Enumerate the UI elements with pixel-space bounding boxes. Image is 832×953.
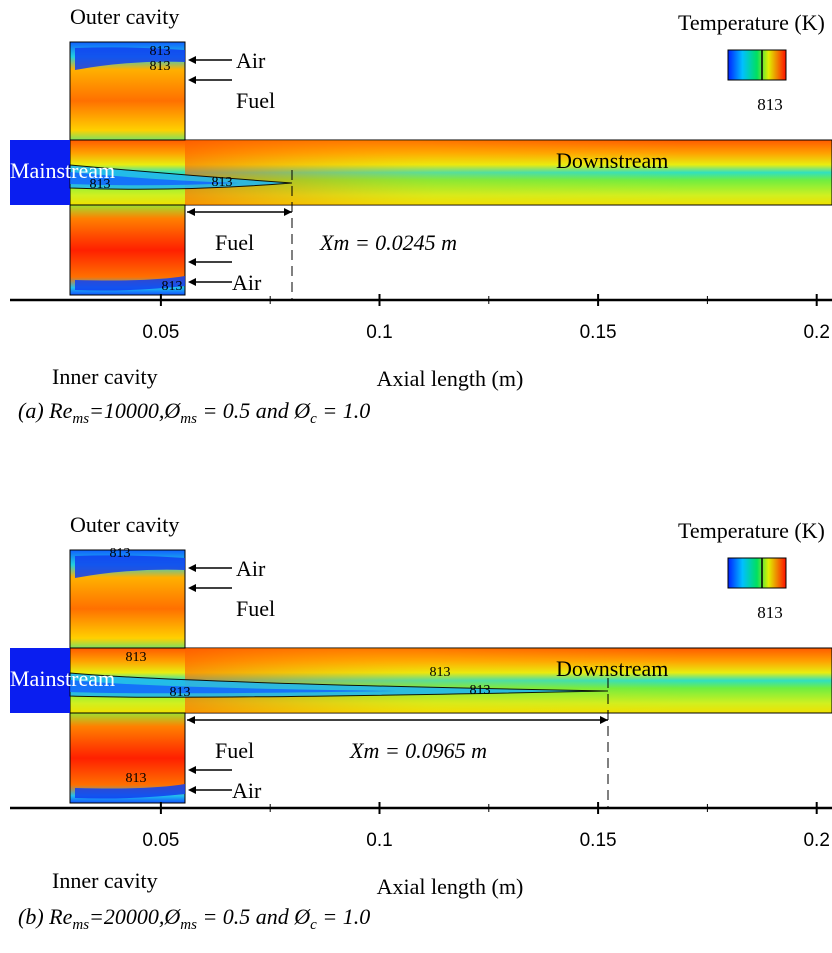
contour-label: 813 bbox=[162, 279, 183, 294]
caption-part: ms bbox=[72, 411, 89, 427]
air-bottom: Air bbox=[232, 778, 262, 803]
x-tick-label: 0.2 bbox=[803, 322, 829, 343]
caption: (a) Rems=10000,Øms = 0.5 and Øc = 1.0 bbox=[18, 398, 370, 427]
xm: Xm = 0.0965 m bbox=[349, 738, 487, 763]
legend-bar bbox=[727, 557, 787, 589]
xm: Xm = 0.0245 m bbox=[319, 230, 457, 255]
arrow-head bbox=[188, 584, 196, 592]
downstream: Downstream bbox=[556, 656, 668, 681]
caption-part: ms bbox=[72, 917, 89, 933]
contour-label: 813 bbox=[212, 175, 233, 190]
channel-shade bbox=[185, 140, 685, 205]
caption-part: =20000,Ø bbox=[89, 904, 181, 929]
legend-value: 813 bbox=[757, 603, 783, 622]
arrow-head bbox=[188, 76, 196, 84]
air-bottom: Air bbox=[232, 270, 262, 295]
cold-core bbox=[70, 680, 397, 694]
top-jet bbox=[75, 47, 185, 70]
mainstream-inlet bbox=[10, 140, 70, 205]
fuel-top: Fuel bbox=[236, 596, 275, 621]
x-tick-label: 0.2 bbox=[803, 830, 829, 851]
x-axis-label: Axial length (m) bbox=[377, 874, 524, 899]
mainstream-inlet bbox=[10, 648, 70, 713]
arrow-head bbox=[188, 786, 196, 794]
channel-shade bbox=[185, 648, 685, 713]
legend-bar bbox=[727, 49, 787, 81]
x-tick-label: 0.1 bbox=[366, 830, 392, 851]
x-tick-label: 0.15 bbox=[580, 830, 617, 851]
arrow-head bbox=[188, 258, 196, 266]
contour-label: 813 bbox=[110, 546, 131, 561]
panel: Outer cavity Air Fuel Temperature (K) 813 Mai… bbox=[10, 512, 832, 933]
cold-core bbox=[70, 172, 239, 186]
caption-part: = 0.5 and Ø bbox=[197, 398, 311, 423]
fuel-bottom: Fuel bbox=[215, 738, 254, 763]
contour-label: 813 bbox=[470, 683, 491, 698]
contour-label: 813 bbox=[90, 177, 111, 192]
caption-part: c bbox=[310, 411, 317, 427]
air-top: Air bbox=[236, 556, 266, 581]
outer-cavity: Outer cavity bbox=[70, 4, 179, 29]
inner-cavity: Inner cavity bbox=[52, 868, 158, 893]
caption-part: ms bbox=[180, 411, 197, 427]
bottom-jet bbox=[75, 784, 185, 799]
downstream: Downstream bbox=[556, 148, 668, 173]
inner-cavity: Inner cavity bbox=[52, 364, 158, 389]
caption: (b) Rems=20000,Øms = 0.5 and Øc = 1.0 bbox=[18, 904, 370, 933]
caption-part: (a) Re bbox=[18, 398, 73, 423]
contour-label: 813 bbox=[150, 44, 171, 59]
fuel-top: Fuel bbox=[236, 88, 275, 113]
contour-label: 813 bbox=[150, 59, 171, 74]
contour-label: 813 bbox=[430, 665, 451, 680]
fuel-bottom: Fuel bbox=[215, 230, 254, 255]
contour-label: 813 bbox=[126, 650, 147, 665]
mainstream: Mainstream bbox=[10, 666, 115, 691]
legend-title: Temperature (K) bbox=[678, 518, 825, 543]
contour-label: 813 bbox=[126, 771, 147, 786]
arrow-head bbox=[188, 766, 196, 774]
arrow-head bbox=[187, 208, 195, 216]
x-tick-label: 0.15 bbox=[580, 322, 617, 343]
caption-part: c bbox=[310, 917, 317, 933]
x-tick-label: 0.05 bbox=[142, 830, 179, 851]
arrow-head bbox=[187, 716, 195, 724]
arrow-head bbox=[284, 208, 292, 216]
top-jet bbox=[75, 555, 185, 578]
caption-part: (b) Re bbox=[18, 904, 73, 929]
legend-value: 813 bbox=[757, 95, 783, 114]
arrow-head bbox=[188, 56, 196, 64]
x-tick-label: 0.1 bbox=[366, 322, 392, 343]
mainstream: Mainstream bbox=[10, 158, 115, 183]
caption-part: = 1.0 bbox=[317, 398, 370, 423]
x-tick-label: 0.05 bbox=[142, 322, 179, 343]
outer-cavity: Outer cavity bbox=[70, 512, 179, 537]
arrow-head bbox=[600, 716, 608, 724]
x-axis-label: Axial length (m) bbox=[377, 366, 524, 391]
caption-part: ms bbox=[180, 917, 197, 933]
bottom-jet bbox=[75, 276, 185, 291]
legend-title: Temperature (K) bbox=[678, 10, 825, 35]
caption-part: =10000,Ø bbox=[89, 398, 181, 423]
contour-label: 813 bbox=[170, 685, 191, 700]
arrow-head bbox=[188, 564, 196, 572]
caption-part: = 0.5 and Ø bbox=[197, 904, 311, 929]
caption-part: = 1.0 bbox=[317, 904, 370, 929]
arrow-head bbox=[188, 278, 196, 286]
air-top: Air bbox=[236, 48, 266, 73]
